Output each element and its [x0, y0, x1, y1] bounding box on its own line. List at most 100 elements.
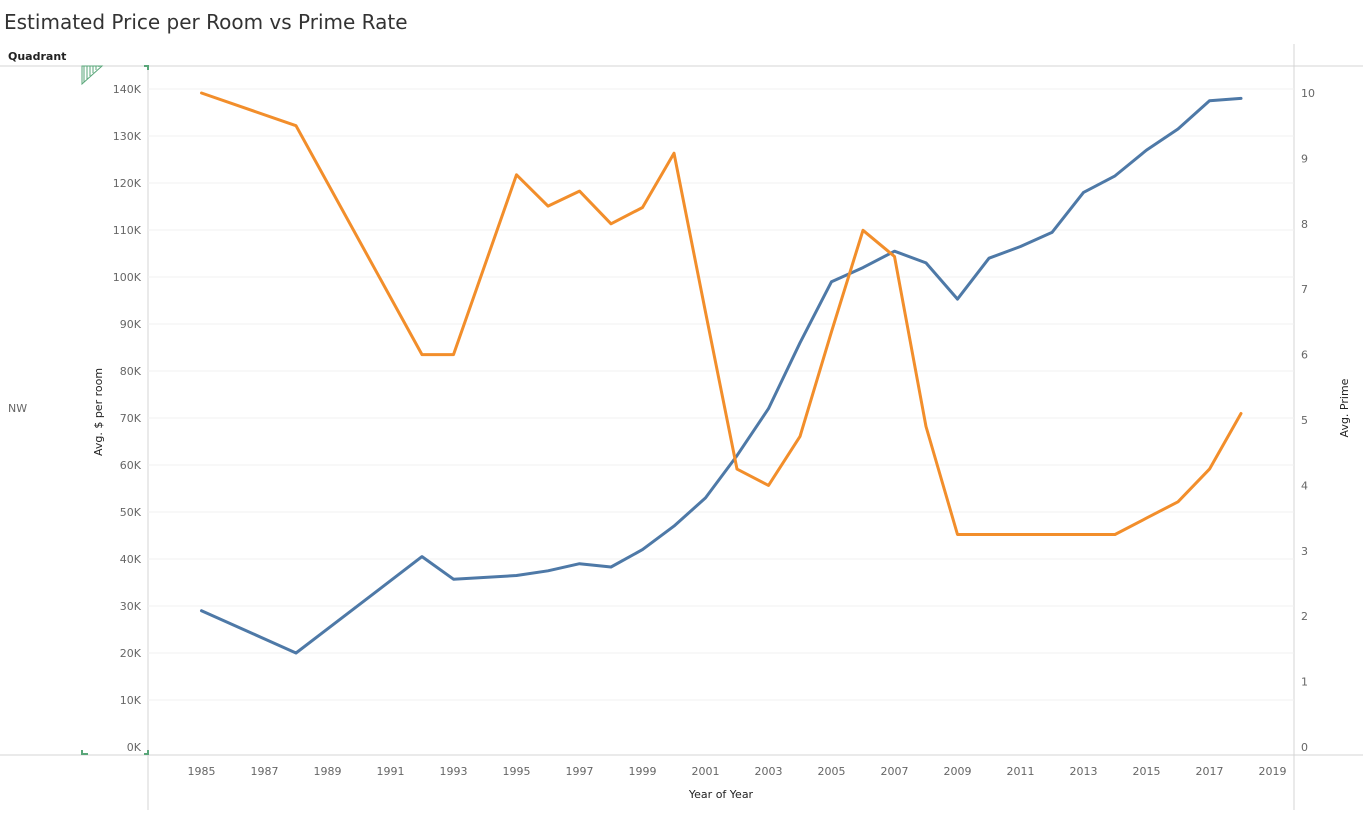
price-point[interactable]	[578, 562, 581, 565]
quadrant-row-label: NW	[8, 402, 28, 415]
chart-title: Estimated Price per Room vs Prime Rate	[4, 10, 408, 34]
x-tick-label: 1993	[440, 765, 468, 778]
prime-point[interactable]	[736, 468, 739, 471]
prime-point[interactable]	[295, 124, 298, 127]
prime-point[interactable]	[641, 206, 644, 209]
prime-point[interactable]	[1240, 412, 1243, 415]
price-point[interactable]	[1240, 97, 1243, 100]
prime-point[interactable]	[830, 330, 833, 333]
price-point[interactable]	[956, 298, 959, 301]
price-point[interactable]	[421, 555, 424, 558]
price-point[interactable]	[767, 407, 770, 410]
x-tick-label: 1987	[251, 765, 279, 778]
x-tick-label: 2003	[755, 765, 783, 778]
price-point[interactable]	[610, 565, 613, 568]
x-tick-label: 1997	[566, 765, 594, 778]
price-point[interactable]	[295, 652, 298, 655]
prime-point[interactable]	[515, 173, 518, 176]
y2-tick-label: 4	[1301, 479, 1308, 492]
prime-point[interactable]	[925, 425, 928, 428]
prime-point[interactable]	[452, 353, 455, 356]
price-point[interactable]	[641, 548, 644, 551]
prime-point[interactable]	[862, 229, 865, 232]
x-tick-label: 2005	[818, 765, 846, 778]
y2-tick-label: 10	[1301, 87, 1315, 100]
price-point[interactable]	[1082, 191, 1085, 194]
x-tick-label: 2019	[1259, 765, 1287, 778]
price-point[interactable]	[673, 525, 676, 528]
y-tick-label: 30K	[120, 600, 142, 613]
prime-point[interactable]	[547, 205, 550, 208]
left-axis-title: Avg. $ per room	[92, 368, 105, 456]
prime-point[interactable]	[704, 311, 707, 314]
price-point[interactable]	[988, 257, 991, 260]
prime-point[interactable]	[956, 533, 959, 536]
y-tick-label: 110K	[113, 224, 142, 237]
y-tick-label: 70K	[120, 412, 142, 425]
price-point[interactable]	[1114, 174, 1117, 177]
x-tick-label: 2015	[1133, 765, 1161, 778]
corner-marker-icon	[144, 65, 149, 70]
y-tick-label: 120K	[113, 177, 142, 190]
price-point[interactable]	[547, 569, 550, 572]
x-tick-label: 1985	[188, 765, 216, 778]
prime-point[interactable]	[799, 435, 802, 438]
y-tick-label: 60K	[120, 459, 142, 472]
price-point[interactable]	[1177, 127, 1180, 130]
x-tick-label: 2009	[944, 765, 972, 778]
price-point[interactable]	[200, 609, 203, 612]
price-point[interactable]	[830, 280, 833, 283]
y2-tick-label: 6	[1301, 349, 1308, 362]
left-axis-ticks: 0K 10K 20K 30K 40K 50K 60K 70K 80K 90K 100K 110K 120…	[113, 83, 142, 754]
price-point[interactable]	[925, 261, 928, 264]
prime-point[interactable]	[893, 255, 896, 258]
x-tick-label: 1991	[377, 765, 405, 778]
y-tick-label: 140K	[113, 83, 142, 96]
prime-point[interactable]	[610, 222, 613, 225]
y-tick-label: 20K	[120, 647, 142, 660]
prime-point[interactable]	[767, 484, 770, 487]
series-lines[interactable]	[200, 91, 1243, 655]
price-point[interactable]	[1208, 99, 1211, 102]
avg-prime-line[interactable]	[200, 91, 1243, 536]
x-tick-label: 2017	[1196, 765, 1224, 778]
y2-tick-label: 3	[1301, 545, 1308, 558]
avg-price-line[interactable]	[200, 96, 1243, 655]
right-axis-title: Avg. Prime	[1338, 378, 1351, 437]
price-point[interactable]	[1019, 245, 1022, 248]
price-point[interactable]	[1145, 149, 1148, 152]
prime-point[interactable]	[1177, 500, 1180, 503]
x-tick-label: 2013	[1070, 765, 1098, 778]
price-point[interactable]	[515, 574, 518, 577]
x-tick-label: 2001	[692, 765, 720, 778]
y2-tick-label: 8	[1301, 218, 1308, 231]
prime-point[interactable]	[1082, 533, 1085, 536]
price-point[interactable]	[862, 266, 865, 269]
prime-point[interactable]	[1145, 517, 1148, 520]
price-point[interactable]	[799, 341, 802, 344]
price-point[interactable]	[1051, 231, 1054, 234]
prime-point[interactable]	[200, 92, 203, 95]
prime-point[interactable]	[673, 152, 676, 155]
y2-tick-label: 2	[1301, 610, 1308, 623]
y2-tick-label: 1	[1301, 676, 1308, 689]
x-axis-title: Year of Year	[688, 788, 754, 801]
prime-point[interactable]	[1208, 468, 1211, 471]
prime-point[interactable]	[988, 533, 991, 536]
price-point[interactable]	[452, 578, 455, 581]
y-tick-label: 100K	[113, 271, 142, 284]
y-tick-label: 0K	[127, 741, 142, 754]
prime-point[interactable]	[578, 190, 581, 193]
prime-point[interactable]	[1019, 533, 1022, 536]
y2-tick-label: 7	[1301, 283, 1308, 296]
price-point[interactable]	[893, 250, 896, 253]
y-tick-label: 130K	[113, 130, 142, 143]
y2-tick-label: 9	[1301, 152, 1308, 165]
prime-point[interactable]	[1051, 533, 1054, 536]
y2-tick-label: 5	[1301, 414, 1308, 427]
prime-point[interactable]	[421, 353, 424, 356]
price-point[interactable]	[704, 496, 707, 499]
prime-point[interactable]	[1114, 533, 1117, 536]
x-tick-label: 2007	[881, 765, 909, 778]
